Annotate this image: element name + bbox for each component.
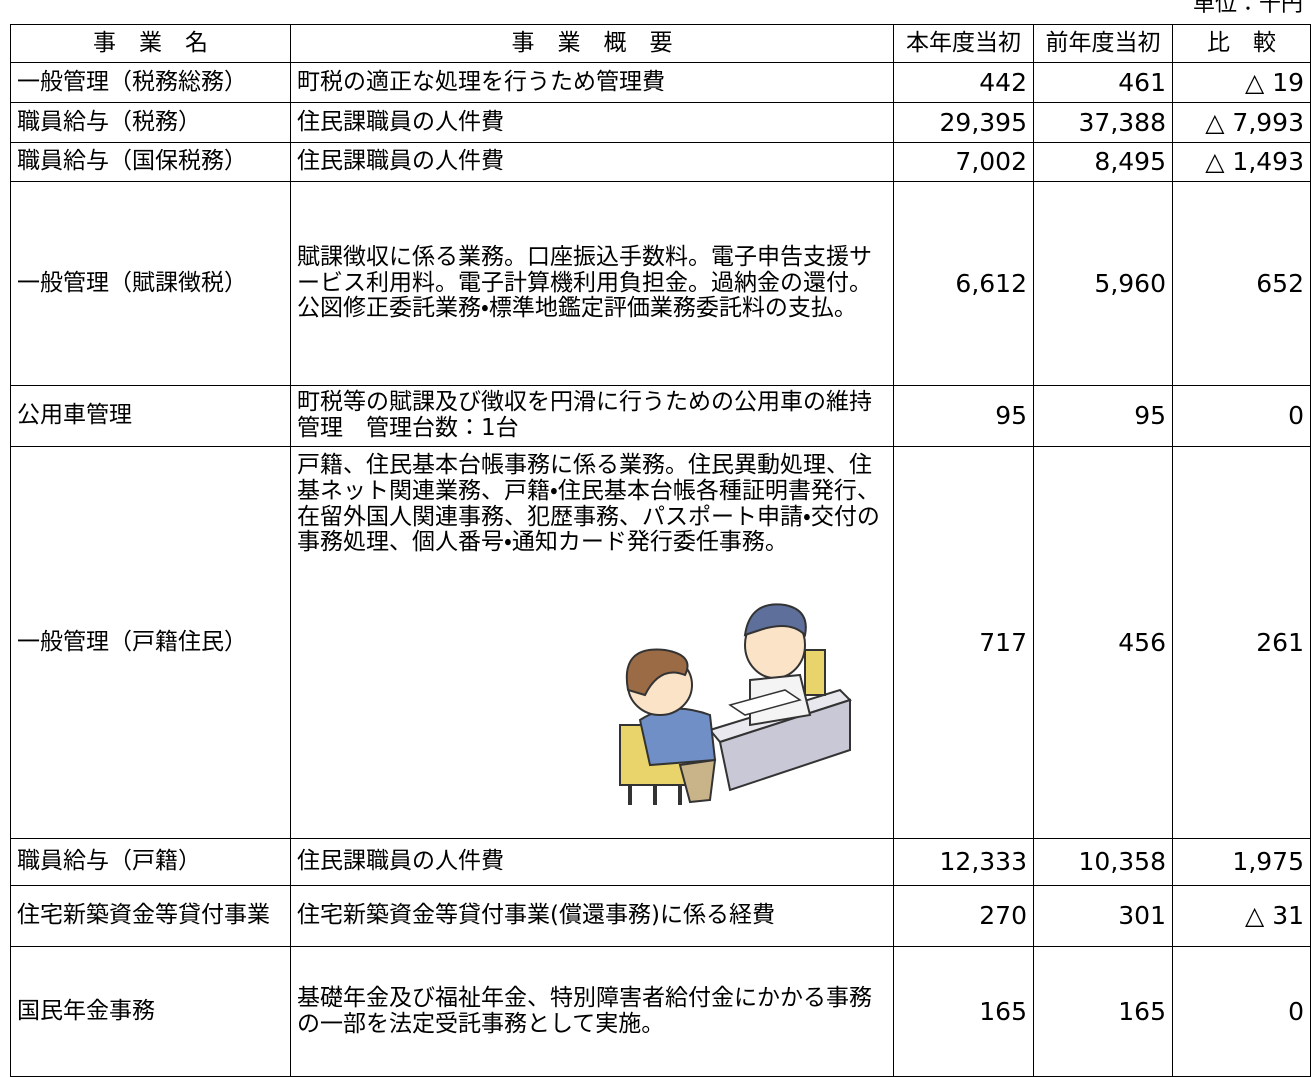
project-name: 住宅新築資金等貸付事業 — [10, 885, 291, 947]
previous-budget: 10,358 — [1033, 838, 1173, 886]
current-budget: 717 — [893, 446, 1034, 839]
table-row: 住宅新築資金等貸付事業 住宅新築資金等貸付事業(償還事務)に係る経費 270 301 △… — [10, 885, 1311, 947]
table-row: 国民年金事務 基礎年金及び福祉年金、特別障害者給付金にかかる事務の一部を法定受託事… — [10, 946, 1311, 1077]
project-summary: 住宅新築資金等貸付事業(償還事務)に係る経費 — [290, 885, 894, 947]
project-summary: 賦課徴収に係る業務。口座振込手数料。電子申告支援サービス利用料。電子計算機利用負… — [290, 181, 894, 386]
current-budget: 165 — [893, 946, 1034, 1077]
table-row: 職員給与（戸籍） 住民課職員の人件費 12,333 10,358 1,975 — [10, 838, 1311, 886]
project-summary: 町税の適正な処理を行うため管理費 — [290, 62, 894, 103]
current-budget: 442 — [893, 62, 1034, 103]
current-budget: 270 — [893, 885, 1034, 947]
header-cell: 事 業 概 要 — [290, 24, 894, 63]
current-budget: 12,333 — [893, 838, 1034, 886]
current-budget: 6,612 — [893, 181, 1034, 386]
previous-budget: 5,960 — [1033, 181, 1173, 386]
illustration — [619, 603, 852, 805]
project-summary: 町税等の賦課及び徴収を円滑に行うための公用車の維持管理 管理台数：1台 — [290, 385, 894, 447]
table-body: 一般管理（税務総務） 町税の適正な処理を行うため管理費 442 461 △ 19 職員給与… — [10, 62, 1311, 1077]
table-row: 一般管理（税務総務） 町税の適正な処理を行うため管理費 442 461 △ 19 — [10, 62, 1311, 103]
table-row: 職員給与（税務） 住民課職員の人件費 29,395 37,388 △ 7,993 — [10, 102, 1311, 143]
header-cell: 事 業 名 — [10, 24, 291, 63]
project-summary: 住民課職員の人件費 — [290, 102, 894, 143]
comparison: 261 — [1172, 446, 1311, 839]
previous-budget: 301 — [1033, 885, 1173, 947]
previous-budget: 461 — [1033, 62, 1173, 103]
current-budget: 29,395 — [893, 102, 1034, 143]
header-cell: 前年度当初 — [1033, 24, 1173, 63]
project-name: 国民年金事務 — [10, 946, 291, 1077]
unit-label: 単位：千円 — [1192, 0, 1303, 17]
comparison: 0 — [1172, 946, 1311, 1077]
project-name: 一般管理（賦課徴税） — [10, 181, 291, 386]
table-row: 職員給与（国保税務） 住民課職員の人件費 7,002 8,495 △ 1,493 — [10, 142, 1311, 182]
table-header: 事 業 名 事 業 概 要 本年度当初 前年度当初 比 較 — [10, 24, 1311, 63]
comparison: △ 7,993 — [1172, 102, 1311, 143]
header-row: 事 業 名 事 業 概 要 本年度当初 前年度当初 比 較 — [10, 24, 1311, 63]
comparison: 0 — [1172, 385, 1311, 447]
comparison: 1,975 — [1172, 838, 1311, 886]
project-summary: 住民課職員の人件費 — [290, 142, 894, 182]
previous-budget: 37,388 — [1033, 102, 1173, 143]
budget-table: 事 業 名 事 業 概 要 本年度当初 前年度当初 比 較 一般管理（税務総務）… — [10, 24, 1311, 1077]
previous-budget: 95 — [1033, 385, 1173, 447]
project-name: 公用車管理 — [10, 385, 291, 447]
previous-budget: 8,495 — [1033, 142, 1173, 182]
previous-budget: 165 — [1033, 946, 1173, 1077]
comparison: △ 19 — [1172, 62, 1311, 103]
current-budget: 7,002 — [893, 142, 1034, 182]
comparison: △ 31 — [1172, 885, 1311, 947]
project-name: 一般管理（戸籍住民） — [10, 446, 291, 839]
previous-budget: 456 — [1033, 446, 1173, 839]
project-summary: 住民課職員の人件費 — [290, 838, 894, 886]
header-cell: 本年度当初 — [893, 24, 1034, 63]
current-budget: 95 — [893, 385, 1034, 447]
project-name: 職員給与（国保税務） — [10, 142, 291, 182]
table-row: 一般管理（賦課徴税） 賦課徴収に係る業務。口座振込手数料。電子申告支援サービス利用… — [10, 181, 1311, 386]
comparison: 652 — [1172, 181, 1311, 386]
header-cell: 比 較 — [1172, 24, 1311, 63]
project-name: 職員給与（税務） — [10, 102, 291, 143]
comparison: △ 1,493 — [1172, 142, 1311, 182]
project-summary: 基礎年金及び福祉年金、特別障害者給付金にかかる事務の一部を法定受託事務として実施… — [290, 946, 894, 1077]
project-name: 一般管理（税務総務） — [10, 62, 291, 103]
project-name: 職員給与（戸籍） — [10, 838, 291, 886]
table-row: 公用車管理 町税等の賦課及び徴収を円滑に行うための公用車の維持管理 管理台数：1台… — [10, 385, 1311, 447]
